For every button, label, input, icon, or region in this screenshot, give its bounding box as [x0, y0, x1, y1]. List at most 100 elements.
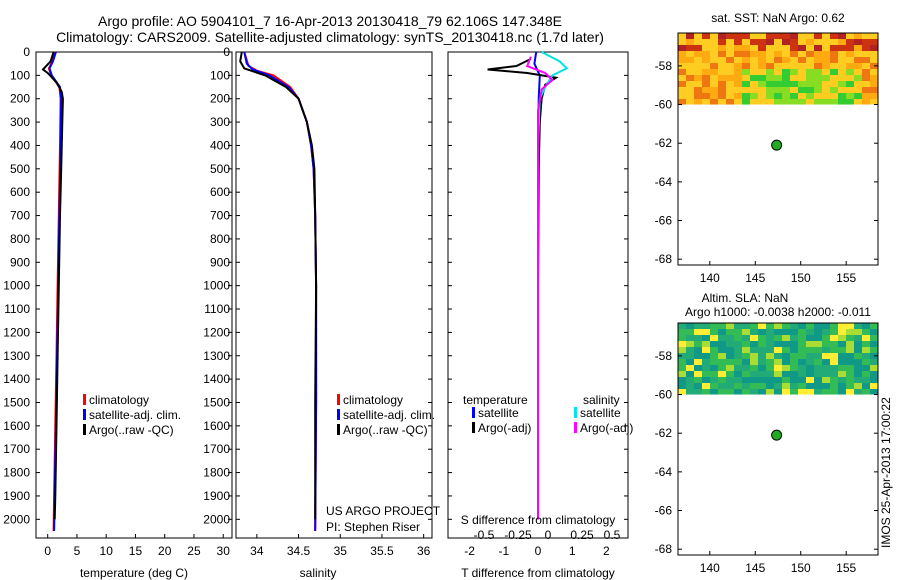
sst-map-cell [838, 39, 846, 45]
sst-map-cell [774, 99, 782, 105]
sst-map-cell [694, 69, 702, 75]
sst-map-cell [862, 51, 870, 57]
sla-map-cell [854, 347, 862, 353]
y-tick-label: 800 [210, 232, 230, 246]
x-tick-label: 15 [129, 544, 143, 558]
sla-map-cell [814, 383, 822, 389]
sla-map-cell [766, 359, 774, 365]
y-tick-label: 1500 [3, 395, 30, 409]
sla-map-cell [694, 377, 702, 383]
sla-map-cell [846, 347, 854, 353]
sla-map-cell [702, 329, 710, 335]
sst-map-cell [758, 51, 766, 57]
sst-map-cell [766, 63, 774, 69]
sla-map-x-label: 150 [791, 561, 811, 575]
sla-map-cell [774, 353, 782, 359]
x-tick-label: 36 [417, 544, 431, 558]
sla-map-cell [854, 389, 862, 395]
sla-map-cell [710, 383, 718, 389]
sst-map-cell [742, 63, 750, 69]
sla-map-cell [750, 365, 758, 371]
sla-map-cell [814, 359, 822, 365]
sla-map-cell [758, 341, 766, 347]
sla-map-cell [750, 323, 758, 329]
sla-map-cell [678, 323, 686, 329]
diff-legend-temp-swatch [472, 422, 475, 433]
sst-map-cell [694, 45, 702, 51]
series-line-2 [239, 51, 318, 520]
sla-map-cell [742, 323, 750, 329]
sla-map-cell [694, 347, 702, 353]
sst-map-cell [766, 75, 774, 81]
sst-map-cell [774, 75, 782, 81]
sst-map-cell [814, 81, 822, 87]
plot-frame-2 [447, 51, 629, 539]
sst-map-cell [678, 93, 686, 99]
sla-map-cell [758, 365, 766, 371]
sla-map-cell [742, 389, 750, 395]
sst-map-cell [742, 75, 750, 81]
sst-map-cell [838, 45, 846, 51]
sst-map-cell [766, 45, 774, 51]
sla-map-cell [718, 371, 726, 377]
sst-map-cell [718, 33, 726, 39]
sla-map-title: Altim. SLA: NaN [702, 291, 789, 305]
x-axis-label: salinity [300, 566, 337, 580]
sla-map-cell [686, 335, 694, 341]
sla-map-cell [678, 371, 686, 377]
sla-map-cell [806, 335, 814, 341]
y-tick-label: 0 [223, 45, 230, 59]
sla-map-cell [726, 383, 734, 389]
sst-map-cell [742, 99, 750, 105]
sla-map-cell [870, 323, 878, 329]
sla-map-cell [758, 353, 766, 359]
sst-map-cell [686, 93, 694, 99]
sla-map-cell [854, 383, 862, 389]
sla-map-cell [790, 365, 798, 371]
sst-map-cell [726, 93, 734, 99]
sla-map-cell [782, 329, 790, 335]
series-line-1 [243, 51, 318, 532]
sla-map-cell [750, 347, 758, 353]
sst-map-cell [774, 93, 782, 99]
sst-map-cell [782, 33, 790, 39]
sst-map-cell [862, 75, 870, 81]
temp-legend-label: climatology [89, 393, 149, 407]
sla-map-cell [846, 371, 854, 377]
sst-map-cell [702, 63, 710, 69]
sla-map-cell [838, 359, 846, 365]
sst-map-cell [718, 93, 726, 99]
sst-map-cell [758, 99, 766, 105]
sst-map-cell [822, 87, 830, 93]
sst-map-cell [838, 99, 846, 105]
sla-map-cell [694, 353, 702, 359]
sst-map-cell [702, 99, 710, 105]
sst-map-cell [822, 81, 830, 87]
sst-map-cell [742, 57, 750, 63]
sst-map-cell [790, 69, 798, 75]
sla-map-cell [814, 347, 822, 353]
sla-map-cell [710, 377, 718, 383]
sst-map-cell [726, 81, 734, 87]
sla-map-cell [742, 353, 750, 359]
sla-map-cell [806, 329, 814, 335]
sla-map-cell [822, 377, 830, 383]
sal-legend-label: Argo(..raw -QC) [343, 423, 428, 437]
sla-map-cell [742, 383, 750, 389]
sst-map-cell [702, 51, 710, 57]
sst-map-cell [830, 33, 838, 39]
sla-map-cell [718, 341, 726, 347]
sst-map-cell [830, 57, 838, 63]
sla-map-cell [734, 341, 742, 347]
sla-map-cell [686, 359, 694, 365]
sla-map-cell [694, 389, 702, 395]
sst-map-cell [718, 57, 726, 63]
sst-map-cell [750, 99, 758, 105]
sst-map-cell [846, 69, 854, 75]
sst-map-cell [830, 63, 838, 69]
sla-map-cell [750, 377, 758, 383]
y-tick-label: 1000 [3, 279, 30, 293]
sla-map-cell [838, 371, 846, 377]
sst-map-cell [814, 87, 822, 93]
sst-map-cell [726, 57, 734, 63]
